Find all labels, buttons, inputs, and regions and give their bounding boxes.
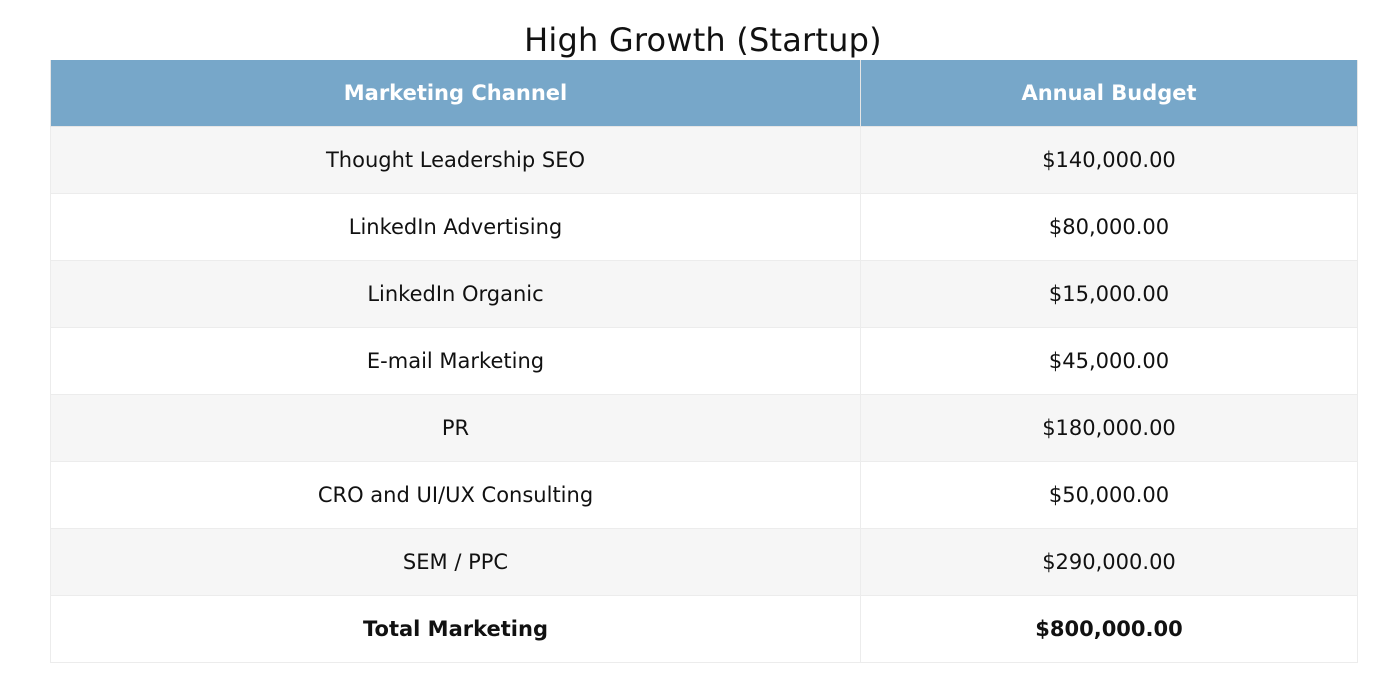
column-header-channel: Marketing Channel (50, 60, 861, 127)
channel-cell: CRO and UI/UX Consulting (50, 461, 861, 529)
table-row: Thought Leadership SEO $140,000.00 (50, 126, 1358, 194)
channel-cell: LinkedIn Organic (50, 260, 861, 328)
table-row: LinkedIn Advertising $80,000.00 (50, 193, 1358, 261)
table-row: LinkedIn Organic $15,000.00 (50, 260, 1358, 328)
table-row: SEM / PPC $290,000.00 (50, 528, 1358, 596)
budget-cell: $180,000.00 (860, 394, 1358, 462)
table-row: E-mail Marketing $45,000.00 (50, 327, 1358, 395)
table-title: High Growth (Startup) (524, 21, 882, 59)
channel-cell: Thought Leadership SEO (50, 126, 861, 194)
table-row: PR $180,000.00 (50, 394, 1358, 462)
budget-cell: $290,000.00 (860, 528, 1358, 596)
total-budget-cell: $800,000.00 (860, 595, 1358, 663)
budget-cell: $15,000.00 (860, 260, 1358, 328)
table-row: CRO and UI/UX Consulting $50,000.00 (50, 461, 1358, 529)
budget-cell: $50,000.00 (860, 461, 1358, 529)
total-label-cell: Total Marketing (50, 595, 861, 663)
budget-cell: $80,000.00 (860, 193, 1358, 261)
budget-cell: $45,000.00 (860, 327, 1358, 395)
budget-cell: $140,000.00 (860, 126, 1358, 194)
channel-cell: PR (50, 394, 861, 462)
channel-cell: SEM / PPC (50, 528, 861, 596)
channel-cell: LinkedIn Advertising (50, 193, 861, 261)
budget-table: Marketing Channel Annual Budget Thought … (50, 60, 1358, 663)
channel-cell: E-mail Marketing (50, 327, 861, 395)
column-header-budget: Annual Budget (860, 60, 1358, 127)
table-header-row: Marketing Channel Annual Budget (50, 60, 1358, 127)
total-row: Total Marketing $800,000.00 (50, 595, 1358, 663)
